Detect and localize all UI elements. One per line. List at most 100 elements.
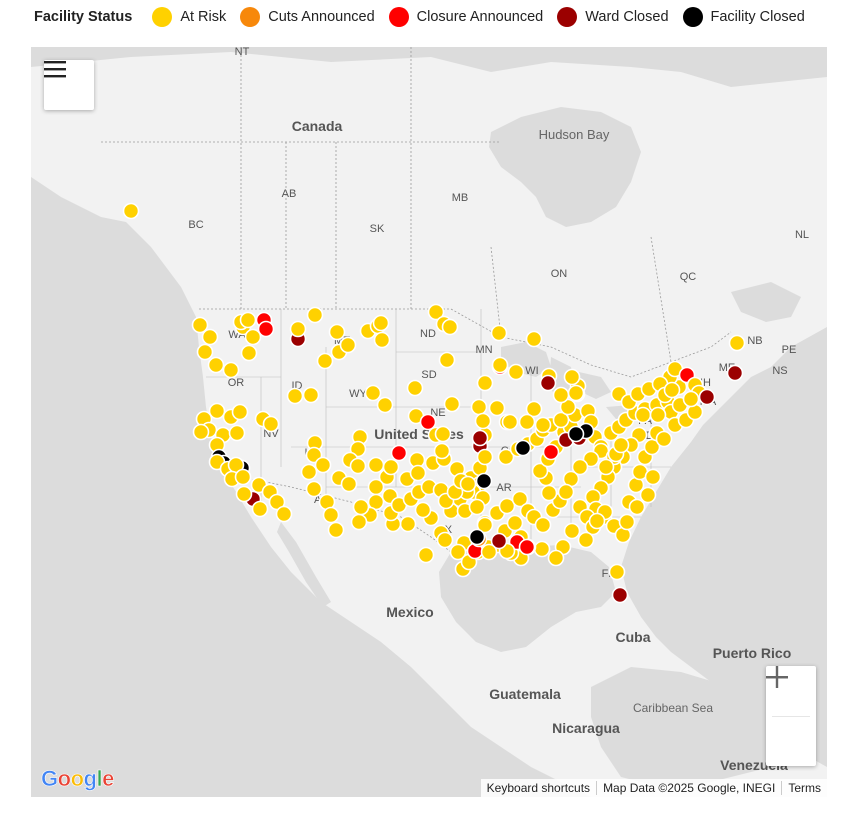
facility-marker[interactable]	[322, 506, 340, 524]
terms-link[interactable]: Terms	[781, 781, 827, 795]
facility-marker[interactable]	[406, 379, 424, 397]
google-logo[interactable]: Google	[41, 766, 115, 792]
facility-marker[interactable]	[390, 444, 408, 462]
facility-marker[interactable]	[234, 468, 252, 486]
facility-marker[interactable]	[559, 398, 577, 416]
facility-marker[interactable]	[275, 505, 293, 523]
facility-marker[interactable]	[235, 485, 253, 503]
facility-marker[interactable]	[441, 318, 459, 336]
facility-marker[interactable]	[257, 320, 275, 338]
facility-marker[interactable]	[207, 356, 225, 374]
facility-marker[interactable]	[518, 413, 536, 431]
map-canvas[interactable]: Canada United States Mexico Cuba Guatema…	[31, 47, 827, 797]
facility-marker[interactable]	[507, 363, 525, 381]
facility-marker[interactable]	[663, 381, 681, 399]
facility-marker[interactable]	[191, 316, 209, 334]
facility-marker[interactable]	[316, 352, 334, 370]
facility-marker[interactable]	[726, 364, 744, 382]
facility-marker[interactable]	[436, 531, 454, 549]
facility-marker[interactable]	[533, 540, 551, 558]
facility-marker[interactable]	[514, 439, 532, 457]
facility-marker[interactable]	[501, 413, 519, 431]
facility-marker[interactable]	[490, 532, 508, 550]
facility-marker[interactable]	[474, 412, 492, 430]
facility-marker[interactable]	[434, 425, 452, 443]
facility-marker[interactable]	[228, 424, 246, 442]
facility-marker[interactable]	[488, 399, 506, 417]
facility-marker[interactable]	[328, 323, 346, 341]
facility-marker[interactable]	[540, 484, 558, 502]
facility-marker[interactable]	[373, 331, 391, 349]
facility-marker[interactable]	[339, 336, 357, 354]
facility-marker[interactable]	[468, 528, 486, 546]
facility-marker[interactable]	[443, 395, 461, 413]
facility-marker[interactable]	[539, 374, 557, 392]
facility-marker[interactable]	[196, 343, 214, 361]
facility-marker[interactable]	[286, 387, 304, 405]
facility-marker[interactable]	[414, 501, 432, 519]
facility-marker[interactable]	[611, 586, 629, 604]
facility-marker[interactable]	[417, 546, 435, 564]
facility-marker[interactable]	[588, 512, 606, 530]
facility-marker[interactable]	[612, 436, 630, 454]
facility-marker[interactable]	[608, 563, 626, 581]
facility-marker[interactable]	[682, 390, 700, 408]
facility-marker[interactable]	[557, 483, 575, 501]
facility-marker[interactable]	[201, 328, 219, 346]
facility-marker[interactable]	[491, 356, 509, 374]
facility-marker[interactable]	[122, 202, 140, 220]
facility-marker[interactable]	[547, 549, 565, 567]
facility-marker[interactable]	[433, 442, 451, 460]
facility-marker[interactable]	[475, 472, 493, 490]
facility-marker[interactable]	[582, 450, 600, 468]
facility-marker[interactable]	[305, 480, 323, 498]
facility-marker[interactable]	[552, 411, 570, 429]
facility-marker[interactable]	[231, 403, 249, 421]
menu-button[interactable]	[44, 60, 94, 110]
facility-marker[interactable]	[567, 384, 585, 402]
facility-marker[interactable]	[438, 351, 456, 369]
facility-marker[interactable]	[459, 475, 477, 493]
facility-marker[interactable]	[349, 440, 367, 458]
facility-marker[interactable]	[534, 416, 552, 434]
map[interactable]: Canada United States Mexico Cuba Guatema…	[31, 47, 827, 797]
facility-marker[interactable]	[208, 402, 226, 420]
facility-marker[interactable]	[531, 462, 549, 480]
facility-marker[interactable]	[340, 475, 358, 493]
facility-marker[interactable]	[262, 415, 280, 433]
facility-marker[interactable]	[644, 468, 662, 486]
facility-marker[interactable]	[511, 490, 529, 508]
facility-marker[interactable]	[571, 458, 589, 476]
facility-marker[interactable]	[306, 306, 324, 324]
facility-marker[interactable]	[497, 448, 515, 466]
facility-marker[interactable]	[618, 513, 636, 531]
facility-marker[interactable]	[470, 398, 488, 416]
facility-marker[interactable]	[289, 320, 307, 338]
facility-marker[interactable]	[350, 513, 368, 531]
facility-marker[interactable]	[367, 478, 385, 496]
facility-marker[interactable]	[349, 457, 367, 475]
facility-marker[interactable]	[476, 516, 494, 534]
facility-marker[interactable]	[372, 314, 390, 332]
facility-marker[interactable]	[300, 463, 318, 481]
facility-marker[interactable]	[239, 311, 257, 329]
facility-marker[interactable]	[302, 386, 320, 404]
facility-marker[interactable]	[449, 543, 467, 561]
facility-marker[interactable]	[577, 531, 595, 549]
facility-marker[interactable]	[222, 361, 240, 379]
zoom-out-button[interactable]	[766, 676, 816, 767]
facility-marker[interactable]	[367, 456, 385, 474]
facility-marker[interactable]	[597, 458, 615, 476]
facility-marker[interactable]	[476, 448, 494, 466]
facility-marker[interactable]	[364, 384, 382, 402]
facility-marker[interactable]	[728, 334, 746, 352]
facility-marker[interactable]	[628, 498, 646, 516]
facility-marker[interactable]	[649, 406, 667, 424]
facility-marker[interactable]	[542, 443, 560, 461]
facility-marker[interactable]	[352, 498, 370, 516]
facility-marker[interactable]	[655, 430, 673, 448]
facility-marker[interactable]	[490, 324, 508, 342]
facility-marker[interactable]	[567, 425, 585, 443]
facility-marker[interactable]	[634, 406, 652, 424]
facility-marker[interactable]	[506, 514, 524, 532]
